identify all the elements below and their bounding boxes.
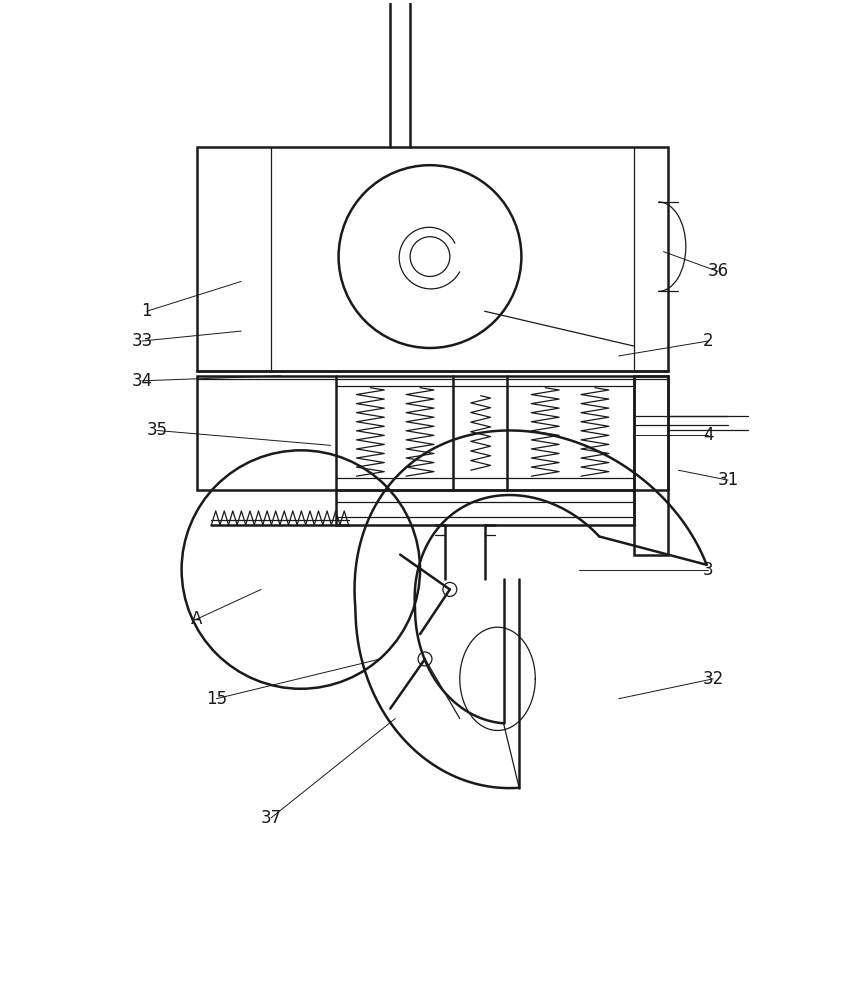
Text: 36: 36 bbox=[708, 262, 728, 280]
Text: 3: 3 bbox=[703, 561, 714, 579]
Text: 32: 32 bbox=[703, 670, 724, 688]
Text: 37: 37 bbox=[260, 809, 282, 827]
Text: 35: 35 bbox=[146, 421, 167, 439]
Text: 15: 15 bbox=[205, 690, 227, 708]
Text: 4: 4 bbox=[703, 426, 713, 444]
Bar bbox=[336, 490, 633, 525]
Text: 33: 33 bbox=[131, 332, 152, 350]
Bar bbox=[633, 376, 669, 555]
Text: 34: 34 bbox=[131, 372, 152, 390]
Bar bbox=[197, 376, 669, 490]
Text: 31: 31 bbox=[717, 471, 739, 489]
Bar bbox=[197, 147, 669, 371]
Text: 1: 1 bbox=[141, 302, 152, 320]
Text: 2: 2 bbox=[703, 332, 714, 350]
Text: A: A bbox=[191, 610, 202, 628]
